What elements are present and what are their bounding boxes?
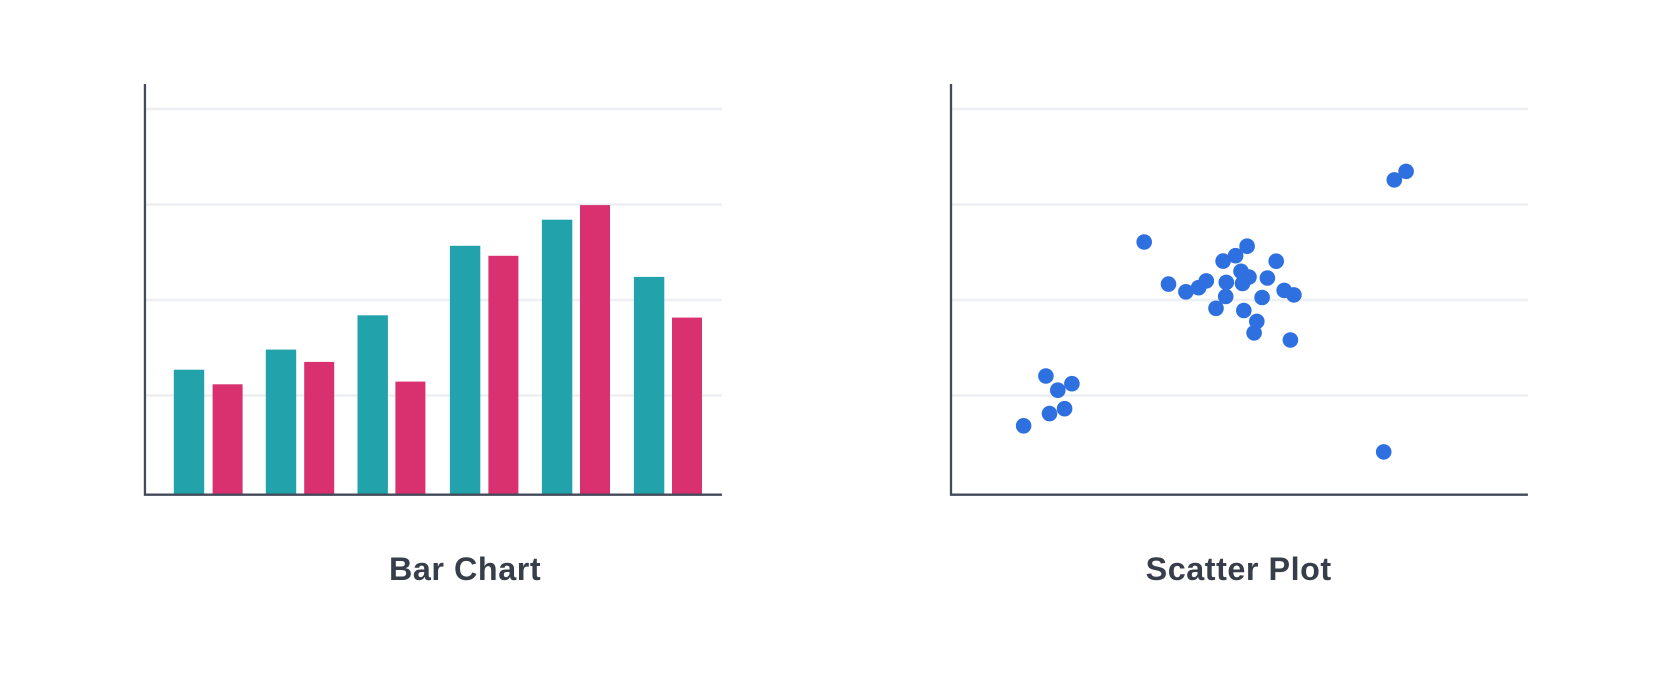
svg-text:Bar Chart: Bar Chart <box>389 551 541 587</box>
svg-text:Scatter Plot: Scatter Plot <box>1146 551 1332 587</box>
